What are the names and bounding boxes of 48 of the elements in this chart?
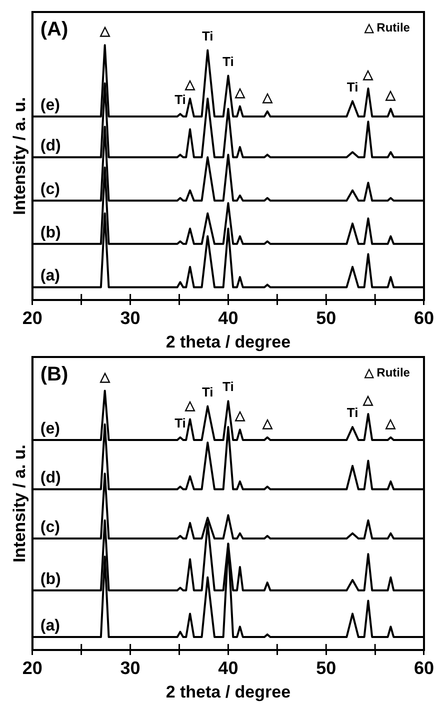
x-tick-label: 60 [414,308,434,328]
x-axis-title: 2 theta / degree [166,682,291,702]
series-label: (d) [40,138,61,155]
text: △ Rutile [363,20,410,34]
annotation: Ti [174,415,186,430]
x-tick-label: 50 [316,308,336,328]
annotation: △ [384,86,397,102]
annotation: △ [384,415,397,430]
annotation: △ [261,89,274,104]
series-label: (b) [40,570,61,588]
x-tick-label: 40 [218,308,238,328]
annotation: △ [98,368,111,384]
x-tick-label: 60 [414,658,434,678]
x-tick-label: 50 [316,658,336,678]
series-label: (d) [40,470,61,487]
series-label: (c) [40,518,60,536]
annotation: △ [234,408,246,423]
annotation: △ [234,84,246,100]
series-label: (e) [40,420,60,438]
series-label: (c) [40,181,60,198]
annotation: Ti [222,379,234,394]
y-axis-title: Intensity / a. u. [10,444,29,563]
x-tick-label: 30 [120,658,140,678]
series-label: (a) [40,268,60,285]
annotation: Ti [222,54,234,69]
annotation: Ti [346,79,358,94]
chart-title: (B) [40,364,68,386]
annotation: △ [184,397,196,412]
annotation: Ti [174,92,186,108]
annotation: Ti [202,384,214,400]
annotation: △ [98,23,111,38]
chart-title: (A) [40,18,68,41]
x-tick-label: 20 [22,308,42,328]
x-tick-label: 40 [218,658,238,678]
text: △ Rutile [363,365,410,380]
annotation: △ [362,66,374,82]
series-label: (b) [40,224,61,242]
series-label: (a) [40,617,60,634]
annotation: △ [261,415,274,430]
annotation: Ti [346,405,358,420]
y-axis-title: Intensity / a. u. [10,96,29,216]
x-tick-label: 20 [22,658,42,678]
x-tick-label: 30 [120,308,140,328]
series-label: (e) [40,96,60,114]
annotation: Ti [202,28,214,44]
annotation: △ [184,76,196,92]
annotation: △ [362,392,374,408]
x-axis-title: 2 theta / degree [166,332,291,352]
